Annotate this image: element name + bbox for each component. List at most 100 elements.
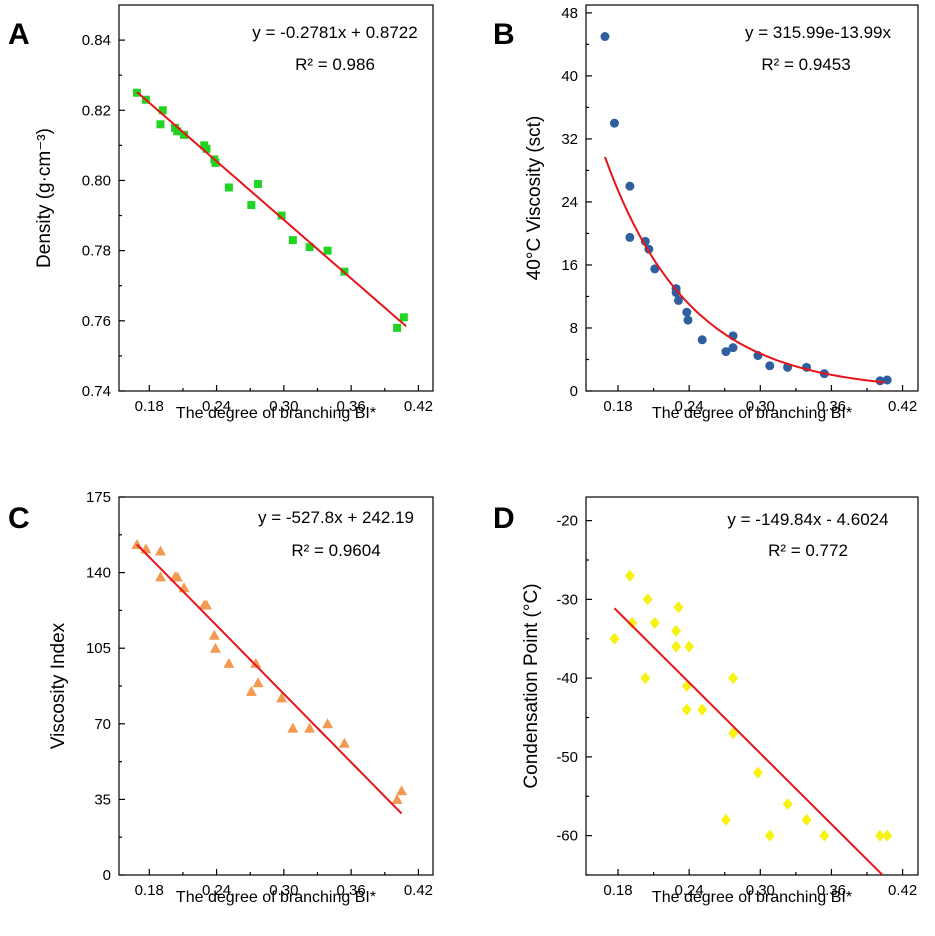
x-tick-label: 0.18 — [135, 882, 164, 899]
data-point — [625, 232, 635, 242]
x-tick-label: 0.36 — [817, 398, 846, 415]
x-tick-label: 0.18 — [603, 398, 632, 415]
y-axis-title: Viscosity Index — [48, 622, 69, 749]
data-point — [154, 545, 166, 556]
x-tick-label: 0.30 — [269, 882, 298, 899]
data-point — [875, 829, 886, 842]
y-tick-label: -60 — [556, 828, 578, 845]
data-point — [154, 571, 166, 582]
x-axis-title: The degree of branching BI* — [652, 889, 852, 906]
series-points — [131, 539, 408, 804]
data-point — [252, 677, 264, 688]
data-point — [624, 569, 635, 582]
data-point — [752, 766, 763, 779]
panel-letter: C — [8, 502, 30, 535]
data-point — [305, 243, 314, 252]
data-point — [681, 703, 692, 716]
panel-c: C 0.18 0.24 0.30 0.36 0.42 0 35 70 105 140 175 The d… — [8, 489, 434, 906]
panel-letter: B — [493, 18, 515, 51]
data-point — [673, 601, 684, 614]
trend-line — [136, 543, 403, 815]
data-point — [224, 183, 233, 192]
x-tick-label: 0.24 — [202, 398, 231, 415]
y-tick-label: 8 — [570, 320, 578, 337]
trend-line — [604, 156, 885, 384]
data-point — [254, 179, 263, 188]
data-point — [782, 798, 793, 811]
data-point — [882, 375, 892, 385]
y-tick-label: 0.74 — [82, 383, 111, 400]
trend-line — [613, 607, 884, 875]
x-axis-title: The degree of branching BI* — [176, 405, 376, 422]
data-point — [728, 343, 738, 353]
x-tick-label: 0.18 — [603, 882, 632, 899]
panel-b: B 0.18 0.24 0.30 0.36 0.42 0 8 16 24 32 40 48 The deg… — [493, 4, 919, 422]
data-point — [683, 315, 693, 325]
data-point — [728, 672, 739, 685]
data-point — [396, 785, 408, 796]
data-point — [609, 632, 620, 645]
y-tick-label: 0 — [103, 867, 111, 884]
data-point — [200, 599, 212, 610]
data-point — [682, 307, 692, 317]
data-point — [211, 158, 220, 167]
data-point — [650, 264, 660, 274]
y-tick-label: 0.76 — [82, 313, 111, 330]
y-axis-title: Condensation Point (°C) — [521, 583, 542, 788]
plot-frame — [585, 496, 919, 876]
data-point — [180, 130, 189, 139]
y-tick-label: 0.84 — [82, 32, 111, 49]
data-point — [882, 829, 893, 842]
data-point — [600, 32, 610, 42]
data-point — [156, 120, 165, 129]
data-point — [322, 718, 334, 729]
y-tick-label: 175 — [86, 489, 111, 506]
r-squared: R² = 0.9604 — [291, 541, 380, 560]
data-point — [171, 571, 183, 582]
x-tick-label: 0.24 — [675, 882, 704, 899]
trend-line — [136, 91, 407, 327]
data-point — [720, 813, 731, 826]
x-tick-label: 0.42 — [404, 882, 433, 899]
data-point — [323, 246, 332, 255]
fit-equation: y = -0.2781x + 0.8722 — [252, 23, 417, 42]
data-point — [304, 722, 316, 733]
data-point — [649, 617, 660, 629]
panel-d: D 0.18 0.24 0.30 0.36 0.42 -60 -50 -40 -30 -20 The … — [493, 496, 919, 906]
r-squared: R² = 0.9453 — [761, 55, 850, 74]
data-point — [697, 335, 707, 345]
fit-equation: y = -149.84x - 4.6024 — [727, 510, 888, 529]
r-squared: R² = 0.772 — [768, 541, 848, 560]
y-axis-title: Density (g·cm⁻³) — [34, 128, 55, 268]
data-point — [393, 323, 402, 332]
data-point — [391, 793, 403, 804]
x-tick-label: 0.24 — [202, 882, 231, 899]
data-point — [223, 657, 235, 668]
y-tick-label: 0 — [570, 383, 578, 400]
data-point — [673, 295, 683, 305]
plot-frame — [585, 4, 919, 392]
data-point — [338, 737, 350, 748]
data-point — [399, 313, 408, 322]
panel-a: A 0.18 0.24 0.30 0.36 0.42 0.74 0.76 0.78 0.80 0.8… — [8, 4, 434, 422]
x-tick-label: 0.36 — [337, 398, 366, 415]
plot-frame — [118, 4, 434, 392]
data-point — [684, 640, 695, 653]
panel-letter: D — [493, 502, 515, 535]
y-tick-label: -30 — [556, 591, 578, 608]
series-points — [609, 569, 893, 842]
fit-equation: y = -527.8x + 242.19 — [258, 508, 414, 527]
x-tick-label: 0.36 — [817, 882, 846, 899]
data-point — [288, 236, 297, 245]
data-point — [173, 127, 182, 136]
x-tick-label: 0.30 — [746, 882, 775, 899]
data-point — [209, 642, 221, 653]
y-tick-label: -20 — [556, 513, 578, 530]
y-tick-label: 105 — [86, 640, 111, 657]
fit-equation: y = 315.99e-13.99x — [745, 23, 892, 42]
r-squared: R² = 0.986 — [295, 55, 375, 74]
data-point — [642, 593, 653, 606]
data-point — [247, 201, 256, 210]
x-tick-label: 0.18 — [135, 398, 164, 415]
